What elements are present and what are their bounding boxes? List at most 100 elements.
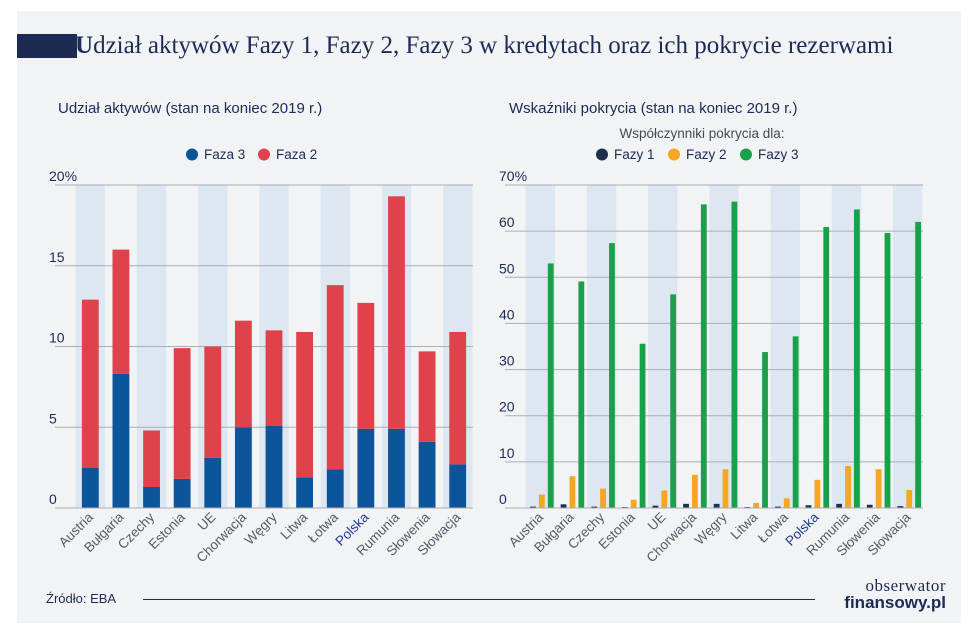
bar-fazy-1 — [836, 503, 843, 508]
bar-fazy-3 — [762, 352, 768, 508]
bar-faza-2 — [143, 430, 160, 488]
bar-fazy-3 — [670, 294, 677, 508]
bar-fazy-1 — [866, 504, 873, 508]
bar-faza-3 — [173, 478, 191, 508]
bar-fazy-1 — [713, 503, 720, 508]
bar-fazy-3 — [578, 281, 585, 508]
bar-faza-2 — [173, 348, 191, 479]
x-tick-label: Węgry — [242, 509, 280, 547]
y-tick-label: 50 — [499, 260, 515, 276]
coverage-ratio-chart: 010203040506070%AustriaBułgariaCzechyEst… — [499, 126, 923, 565]
bar-fazy-2 — [600, 488, 606, 508]
bar-fazy-2 — [722, 469, 729, 508]
legend-label: Fazy 3 — [758, 147, 799, 162]
y-tick-label: 60 — [499, 214, 515, 230]
y-tick-label: 30 — [499, 353, 515, 369]
y-tick-label: 0 — [499, 491, 507, 507]
source-divider — [143, 599, 815, 600]
bar-faza-3 — [449, 464, 467, 508]
legend-label: Faza 2 — [276, 147, 317, 162]
y-tick-label: 70% — [499, 168, 527, 184]
bar-faza-2 — [81, 299, 99, 468]
y-tick-label: 20% — [49, 168, 77, 184]
bar-faza-3 — [234, 427, 252, 508]
bar-faza-2 — [204, 346, 222, 458]
bar-fazy-3 — [547, 263, 554, 508]
bar-fazy-1 — [805, 505, 812, 508]
y-tick-label: 40 — [499, 306, 515, 322]
bar-fazy-1 — [591, 506, 598, 508]
bar-fazy-1 — [774, 506, 781, 508]
y-tick-label: 10 — [499, 445, 515, 461]
bar-faza-3 — [357, 428, 375, 508]
bar-faza-2 — [388, 196, 405, 429]
bar-faza-2 — [449, 331, 467, 465]
title-text: dział aktywów Fazy 1, Fazy 2, Fazy 3 w k… — [93, 32, 894, 59]
page-title: Udział aktywów Fazy 1, Fazy 2, Fazy 3 w … — [75, 30, 893, 62]
bar-fazy-2 — [783, 498, 790, 508]
bar-faza-2 — [418, 351, 436, 442]
legend-marker — [740, 148, 752, 161]
bar-faza-2 — [112, 249, 130, 374]
bar-fazy-3 — [792, 336, 799, 508]
logo-line-2: finansowy.pl — [844, 593, 946, 612]
bar-fazy-2 — [692, 474, 698, 508]
bar-faza-3 — [326, 469, 344, 508]
bar-fazy-2 — [875, 469, 882, 508]
bar-fazy-1 — [530, 506, 536, 508]
bar-fazy-3 — [700, 204, 707, 508]
bar-fazy-3 — [731, 201, 738, 508]
bar-fazy-1 — [560, 504, 567, 508]
legend-marker — [186, 148, 198, 161]
legend-marker — [258, 148, 270, 161]
bar-fazy-2 — [845, 466, 851, 508]
bar-fazy-3 — [853, 209, 860, 508]
legend-label: Fazy 2 — [686, 147, 727, 162]
bar-faza-3 — [204, 457, 222, 508]
legend-label: Faza 3 — [204, 147, 245, 162]
bar-faza-2 — [265, 330, 283, 426]
bar-fazy-2 — [814, 479, 821, 508]
bar-fazy-3 — [823, 226, 830, 508]
bar-faza-2 — [296, 331, 314, 478]
bar-fazy-3 — [639, 343, 646, 508]
y-tick-label: 10 — [49, 330, 65, 346]
legend-title: Współczynniki pokrycia dla: — [619, 126, 784, 141]
x-tick-label: Litwa — [728, 509, 761, 542]
header: Udział aktywów Fazy 1, Fazy 2, Fazy 3 w … — [17, 30, 961, 62]
bar-fazy-2 — [630, 499, 637, 508]
bar-fazy-1 — [652, 505, 659, 508]
title-initial: U — [75, 32, 94, 59]
x-tick-label: Litwa — [278, 509, 311, 542]
left-chart-title: Udział aktywów (stan na koniec 2019 r.) — [58, 100, 323, 117]
legend-label: Fazy 1 — [614, 147, 655, 162]
bar-faza-3 — [81, 467, 99, 508]
bar-fazy-2 — [906, 490, 913, 508]
bar-fazy-1 — [897, 506, 904, 508]
bar-fazy-1 — [683, 503, 689, 508]
y-tick-label: 20 — [499, 399, 515, 415]
bar-faza-3 — [265, 425, 283, 508]
bar-fazy-3 — [915, 221, 922, 508]
bar-fazy-2 — [538, 494, 545, 508]
y-tick-label: 5 — [49, 410, 57, 426]
bar-faza-3 — [418, 441, 436, 508]
bar-faza-2 — [357, 302, 375, 429]
x-tick-label: UE — [645, 510, 669, 534]
bar-faza-2 — [234, 320, 252, 428]
title-accent-block — [17, 34, 77, 58]
bar-faza-3 — [143, 487, 160, 508]
y-tick-label: 15 — [49, 249, 65, 265]
chart-frame — [17, 11, 961, 623]
bar-fazy-2 — [569, 476, 576, 508]
x-tick-label: UE — [195, 510, 219, 534]
bar-fazy-3 — [884, 232, 891, 508]
source-note: Źródło: EBA — [46, 591, 117, 606]
x-tick-label: Węgry — [692, 509, 730, 547]
bar-faza-2 — [326, 285, 344, 470]
bar-faza-3 — [388, 428, 405, 508]
publisher-logo: obserwator finansowy.pl — [826, 577, 946, 612]
legend-marker — [596, 148, 608, 161]
bar-fazy-2 — [661, 490, 668, 508]
